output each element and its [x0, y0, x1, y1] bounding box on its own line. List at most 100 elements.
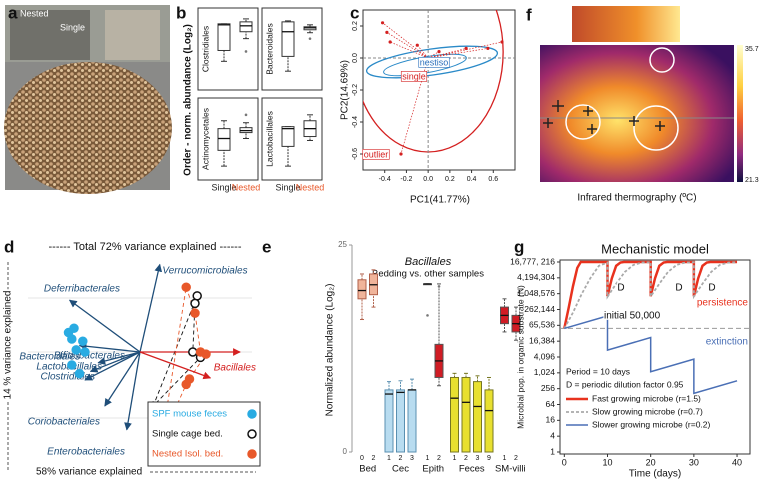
outlier — [244, 50, 248, 53]
legend-label: Slower growing microbe (r=0.2) — [592, 419, 711, 429]
legend-marker — [247, 429, 257, 439]
box — [281, 126, 295, 147]
subplot-frame — [197, 7, 259, 91]
series-line — [563, 261, 738, 329]
box-label: 2 — [399, 455, 403, 462]
box-label: 1 — [426, 455, 430, 462]
point — [486, 46, 490, 51]
color-bar — [737, 45, 743, 182]
box — [217, 128, 231, 151]
color-bar-label: 21.3 — [745, 177, 759, 184]
box-label: 1 — [453, 455, 457, 462]
x-tick-label: Nested — [296, 182, 325, 192]
legend-label: Single cage bed. — [152, 429, 223, 440]
x-tick-label: 0 — [562, 457, 567, 467]
box — [384, 389, 394, 453]
loading-line — [386, 32, 429, 59]
y-tick-label: 64 — [546, 399, 556, 409]
point — [190, 308, 200, 318]
annotation-box — [362, 149, 390, 160]
point — [201, 349, 211, 359]
box — [450, 376, 459, 453]
subplot-frame — [197, 97, 259, 181]
y-tick-label: 25 — [338, 240, 347, 249]
loading-label: Enterobacteriales — [47, 447, 125, 458]
legend-label: Nested Isol. bed. — [152, 449, 223, 460]
series-line — [564, 314, 738, 395]
box-label: 2 — [464, 455, 468, 462]
annotation: nestiso — [420, 57, 449, 67]
chart-title: Mechanistic model — [601, 241, 709, 256]
y-tick-label: 1,048,576 — [517, 288, 555, 298]
point — [80, 347, 90, 357]
subplot-frame — [261, 7, 323, 91]
point — [437, 50, 441, 54]
point — [399, 152, 403, 156]
point — [181, 379, 191, 390]
subplot-title: Lactobacillales — [264, 111, 274, 167]
x-axis-label: 58% variance explained — [36, 467, 142, 478]
x-tick-label: 20 — [646, 457, 656, 467]
point — [78, 336, 88, 346]
y-tick-label: 4,096 — [534, 351, 556, 361]
point — [385, 30, 389, 34]
outlier — [244, 113, 248, 117]
box-label: 3 — [476, 455, 480, 462]
loading-label: Bifidobacterales — [54, 351, 125, 362]
point — [67, 360, 77, 370]
annotation-box — [400, 71, 428, 82]
loading-arrow — [84, 351, 141, 381]
point — [464, 46, 468, 51]
caption: Infrared thermography (ºC) — [577, 193, 696, 204]
annotation: D — [675, 283, 682, 294]
loading-line — [417, 44, 429, 59]
y-tick-label: 4,194,304 — [517, 272, 555, 282]
loading-arrow — [68, 299, 141, 353]
dish — [4, 62, 172, 194]
outlier — [437, 285, 441, 288]
loading-arrow — [139, 351, 212, 380]
box — [281, 21, 295, 57]
x-tick-label: 10 — [602, 457, 612, 467]
loading-label: Verrucomicrobiales — [162, 266, 247, 277]
x-tick-label: Single — [211, 182, 236, 192]
point — [415, 43, 419, 47]
box-label: 2 — [437, 455, 441, 462]
annotation: outlier — [364, 149, 389, 159]
y-tick-label: 262,144 — [524, 304, 555, 314]
annotation: persistence — [697, 298, 749, 309]
panel-label: a — [8, 3, 18, 22]
x-tick-label: 0.6 — [488, 176, 498, 183]
group-ellipse — [365, 45, 499, 79]
outlier — [426, 314, 429, 317]
y-tick-label: -0.6 — [352, 148, 359, 160]
y-axis-label: PC2(14.69%) — [340, 60, 351, 120]
thermal-roi — [649, 47, 675, 73]
annotation: initial 50,000 — [604, 311, 661, 322]
x-tick-label: Epith — [422, 464, 444, 475]
x-tick-label: -0.2 — [400, 176, 412, 183]
box — [461, 376, 471, 453]
box — [473, 381, 482, 453]
y-tick-label: 1,024 — [534, 367, 556, 377]
x-tick-label: -0.4 — [379, 176, 391, 183]
y-tick-label: 16,777, 216 — [510, 256, 555, 266]
point — [181, 282, 191, 292]
legend-label: SPF mouse feces — [152, 409, 227, 420]
box-label: 1 — [503, 455, 507, 462]
panel-label: b — [176, 3, 186, 22]
loading-line — [382, 22, 429, 59]
x-tick-label: SM-villi — [495, 464, 526, 475]
chart-title: ------ Total 72% variance explained ----… — [49, 241, 242, 253]
legend-label: Slow growing microbe (r=0.7) — [592, 406, 703, 416]
panel-label: g — [514, 237, 524, 256]
point — [188, 347, 198, 357]
point — [190, 298, 200, 309]
y-tick-label: 4 — [550, 430, 555, 440]
y-axis-label: Microbial pop. in organic substrate (N) — [515, 285, 525, 429]
box — [396, 389, 405, 453]
photo-a — [4, 5, 172, 194]
thermal-roi — [565, 104, 601, 140]
subplot-title: Clostridiales — [200, 26, 210, 72]
